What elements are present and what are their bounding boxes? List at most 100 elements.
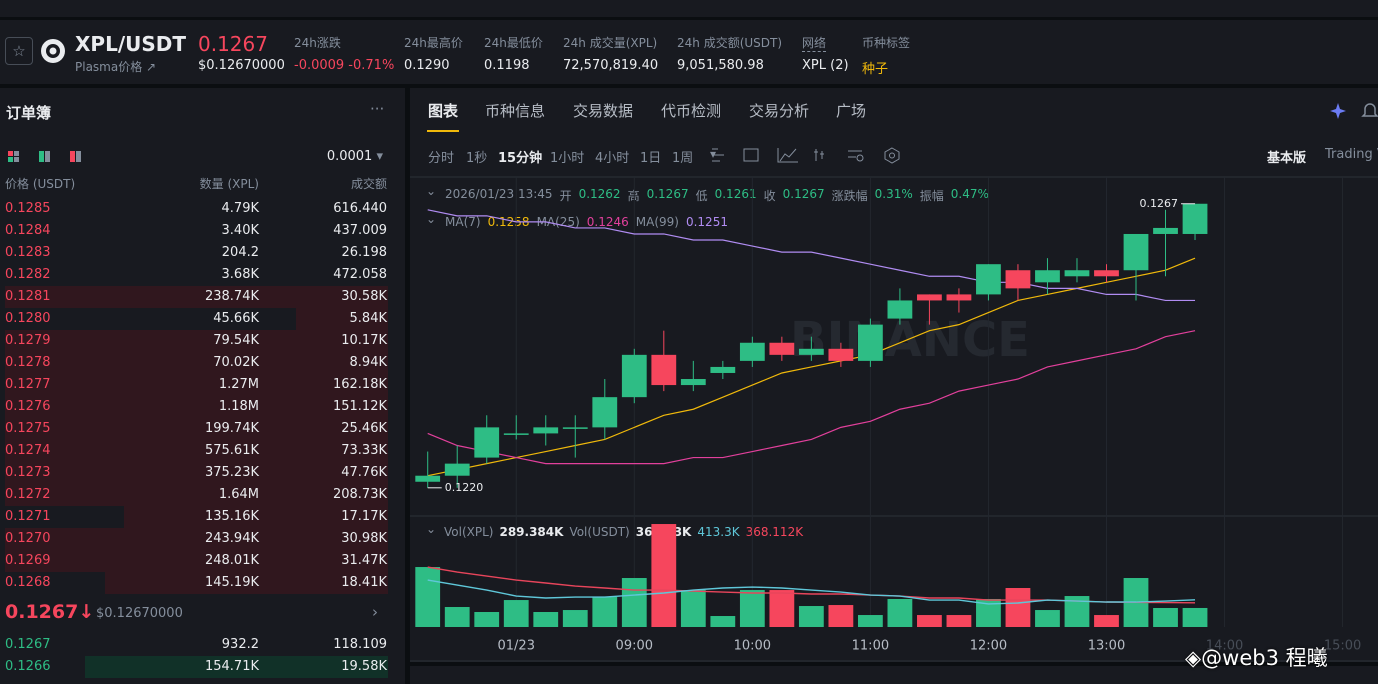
- mid-price-usd: $0.12670000: [96, 606, 183, 621]
- volume-legend-item: 413.3K: [697, 525, 740, 539]
- mode[interactable]: Trading V: [1325, 147, 1378, 162]
- column-header: 数量 (XPL): [199, 177, 259, 191]
- candle-body: [857, 324, 883, 361]
- ohlc-label: 振幅: [919, 189, 944, 203]
- quantity: 375.23K: [204, 465, 259, 480]
- volume-bar: [562, 610, 588, 627]
- interval[interactable]: 分时: [428, 151, 455, 166]
- price: 0.1279: [5, 333, 51, 348]
- interval-more: ▾: [710, 147, 717, 161]
- ohlc-label: 涨跌幅: [831, 189, 868, 203]
- quantity: 1.64M: [218, 487, 259, 502]
- interval[interactable]: 1小时: [550, 151, 585, 166]
- tab[interactable]: 交易分析: [749, 102, 810, 120]
- quantity: 243.94K: [204, 531, 259, 546]
- price: 0.1282: [5, 267, 51, 282]
- stat-value: -0.0009 -0.71%: [294, 58, 395, 73]
- candle-body: [503, 433, 529, 435]
- candlestick-chart: BINANCE 01/23 09:00 10:00 11:00 12:00 13:00 14:…: [410, 176, 1378, 662]
- total: 25.46K: [341, 421, 387, 436]
- quantity: 1.27M: [218, 377, 259, 392]
- toolbar-icons[interactable]: [1330, 100, 1378, 120]
- mid-price: 0.1267↓: [5, 601, 95, 623]
- candle-body: [769, 342, 795, 355]
- stat-label: 24h最高价: [404, 36, 463, 50]
- interval[interactable]: 15分钟: [498, 151, 543, 166]
- candle-body: [621, 354, 647, 398]
- coin-name-text: Plasma价格: [75, 60, 143, 74]
- price: 0.1269: [5, 553, 51, 568]
- active-tab-underline: [427, 130, 459, 132]
- interval[interactable]: 1日: [640, 151, 662, 166]
- depth-bar: [104, 572, 388, 594]
- tab[interactable]: 币种信息: [485, 102, 546, 120]
- tab[interactable]: 交易数据: [573, 102, 634, 120]
- chart-tools[interactable]: [710, 146, 910, 164]
- volume-bar: [828, 605, 854, 627]
- price: 0.1270: [5, 531, 51, 546]
- candle-body: [533, 427, 559, 434]
- total: 26.198: [341, 245, 388, 260]
- candle-body: [1153, 227, 1178, 234]
- collapse-icon[interactable]: ⌄: [426, 522, 437, 536]
- more-button[interactable]: ···: [370, 100, 385, 118]
- candle-body: [739, 342, 765, 361]
- view-buttons[interactable]: [6, 150, 86, 164]
- ma-value: 0.1246: [586, 215, 629, 229]
- last-price: 0.1267: [198, 32, 268, 56]
- tab[interactable]: 广场: [836, 102, 867, 120]
- price: 0.1285: [5, 201, 51, 216]
- last-price-usd: $0.12670000: [198, 58, 285, 73]
- price: 0.1280: [5, 311, 51, 326]
- depth-bar: [5, 528, 388, 550]
- ohlc-info: 2026/01/23 13:45 开 0.1262 高 0.1267 低 0.1261 收 0.…: [445, 187, 989, 204]
- volume-bar: [474, 612, 500, 627]
- ohlc-label: 低: [695, 189, 708, 203]
- bottom-panel: [410, 666, 1378, 684]
- candle-body: [1005, 270, 1031, 289]
- volume-legend-item: 289.384K: [499, 525, 564, 539]
- price: 0.1268: [5, 575, 51, 590]
- column-header: 成交额: [350, 177, 387, 191]
- ohlc-value: 0.1261: [714, 187, 757, 201]
- ma-name: MA(99): [635, 215, 679, 229]
- x-tick-label: 15:00: [1324, 639, 1361, 654]
- tab[interactable]: 图表: [428, 102, 459, 120]
- favorite-button[interactable]: ☆: [5, 37, 33, 65]
- volume-bar: [739, 590, 765, 627]
- volume-bar: [680, 590, 706, 627]
- mode[interactable]: 基本版: [1267, 151, 1307, 166]
- depth-bar: [5, 286, 388, 308]
- ma-value: 0.1251: [685, 215, 728, 229]
- ma-name: MA(7): [445, 215, 481, 229]
- candle-body: [828, 348, 854, 361]
- total: 47.76K: [341, 465, 387, 480]
- coin-name[interactable]: Plasma价格 ↗: [75, 60, 157, 74]
- stat-value: 0.1198: [484, 58, 530, 73]
- quantity: 3.40K: [221, 223, 259, 238]
- price: 0.1275: [5, 421, 51, 436]
- interval[interactable]: 4小时: [595, 151, 630, 166]
- candle-body: [710, 366, 736, 373]
- interval[interactable]: 1秒: [466, 151, 488, 166]
- precision-select[interactable]: 0.0001 ▾: [326, 149, 383, 164]
- top-strip: [0, 0, 1378, 17]
- volume-bar: [917, 615, 942, 627]
- price: 0.1267: [5, 637, 51, 652]
- collapse-icon[interactable]: ⌄: [426, 184, 437, 198]
- x-tick-label: 09:00: [616, 639, 653, 654]
- interval[interactable]: 1周: [672, 151, 694, 166]
- more-arrow[interactable]: ›: [372, 603, 378, 621]
- depth-bar: [5, 396, 388, 418]
- quantity: 145.19K: [204, 575, 259, 590]
- volume-bar: [1005, 588, 1031, 627]
- tab[interactable]: 代币检测: [661, 102, 722, 120]
- total: 8.94K: [349, 355, 387, 370]
- quantity: 932.2: [221, 637, 259, 652]
- price: 0.1273: [5, 465, 51, 480]
- volume-bar: [444, 607, 470, 627]
- depth-bar: [123, 506, 388, 528]
- stat-label: 币种标签: [862, 36, 911, 50]
- ma-name: MA(25): [536, 215, 580, 229]
- collapse-icon[interactable]: ⌄: [426, 212, 437, 226]
